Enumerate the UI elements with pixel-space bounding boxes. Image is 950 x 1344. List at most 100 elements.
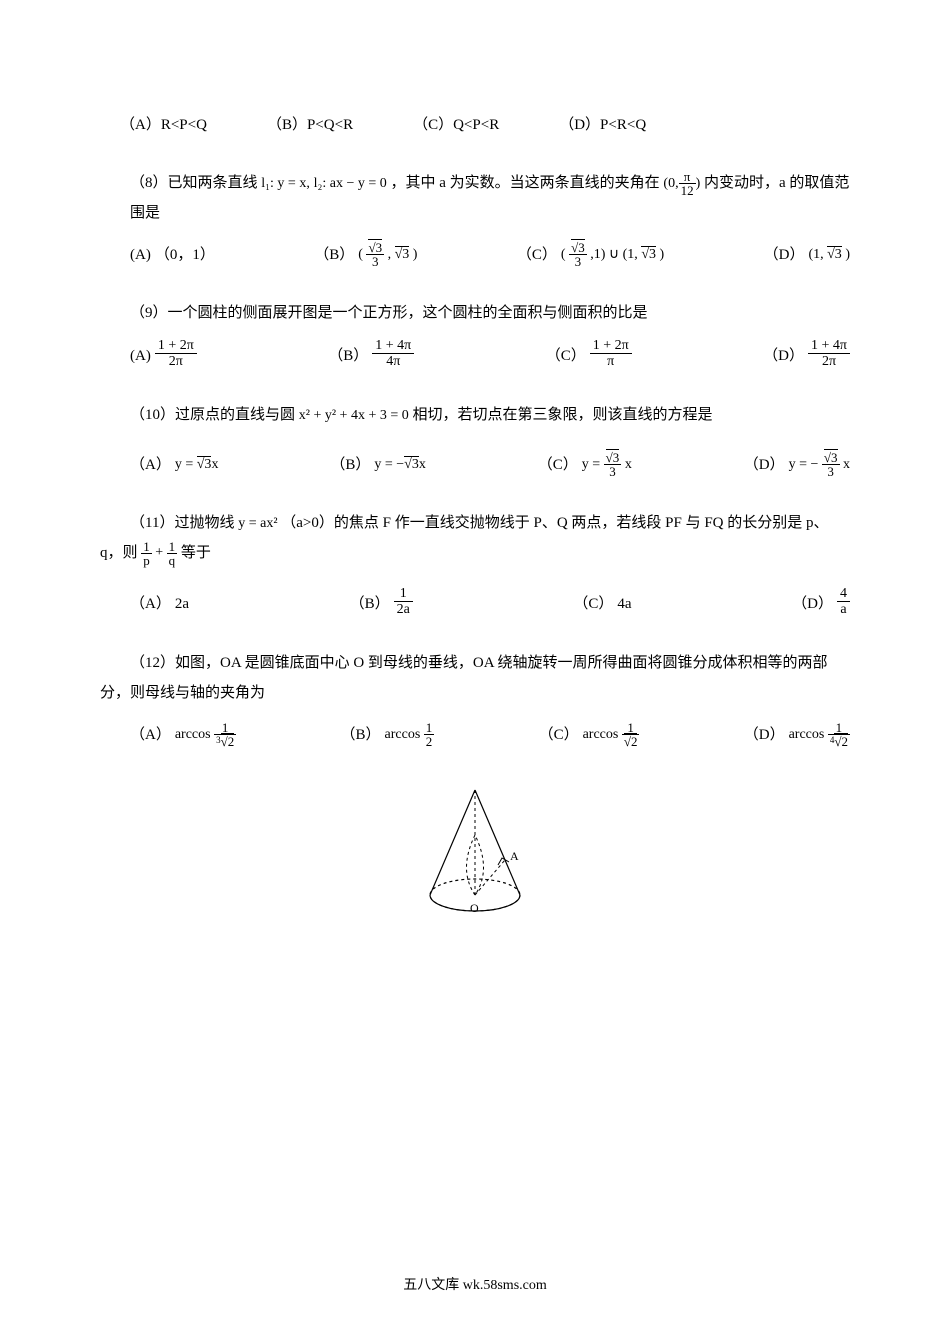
option-formula: y = √3x [175,451,219,479]
func: arccos [175,727,211,742]
option-label: (A) [130,240,151,270]
den: 12 [679,184,696,197]
option-text: 4a [617,589,631,619]
option-label: （C） [539,720,579,750]
question-text: （9）一个圆柱的侧面展开图是一个正方形，这个圆柱的全面积与侧面积的比是 [100,298,850,328]
den: 4π [372,354,414,369]
paren-open: (0, [663,176,678,191]
text-pre: （11）过抛物线 [130,515,234,531]
option-label: （B） [330,450,370,480]
plus: + [155,545,163,560]
option-text: Q<P<R [453,110,499,140]
option-d: （D） arccos 14√2 [744,720,850,750]
question-text: （8）已知两条直线 l₁: y = x, l₂: ax − y = 0 ，其中 … [130,168,850,228]
option-c: （C） 1 + 2ππ [546,340,632,372]
option-a: （A） arccos 13√2 [130,720,236,750]
fraction: 12a [394,586,413,618]
question-9: （9）一个圆柱的侧面展开图是一个正方形，这个圆柱的全面积与侧面积的比是 (A) … [100,298,850,372]
num: π [679,170,696,184]
formula-l2: l₂: ax − y = 0 [314,176,387,191]
question-8: （8）已知两条直线 l₁: y = x, l₂: ax − y = 0 ，其中 … [100,168,850,270]
option-c: （C） ( √33 ,1) ∪ (1, √3 ) [517,240,664,270]
func: arccos [385,727,421,742]
option-label: (A) [130,341,151,371]
options-row: （A） arccos 13√2 （B） arccos 12 （C） arccos… [100,720,850,750]
option-label: （C） [413,110,453,140]
den: 2a [394,602,413,617]
option-label: （D） [763,341,804,371]
option-d: （D） P<R<Q [559,110,646,140]
text-post: 等于 [181,545,211,561]
option-text: P<R<Q [600,110,646,140]
option-formula: y = − √33 x [789,451,850,479]
option-label: （C） [517,240,557,270]
num: 1 [394,586,413,602]
option-d: （D） 4a [792,588,850,620]
option-label: （B） [341,720,381,750]
func: arccos [583,727,619,742]
option-label: （B） [328,341,368,371]
options-row: （A） 2a （B） 12a （C） 4a （D） 4a [100,588,850,620]
option-label: （A） [130,720,171,750]
den: π [590,354,632,369]
option-d: （D） y = − √33 x [744,450,850,480]
den: q [167,554,178,567]
option-formula: arccos 12 [385,721,435,749]
den: p [141,554,152,567]
option-formula: arccos 13√2 [175,721,236,749]
fraction: 1 + 2π2π [155,338,197,370]
fraction: 4a [837,586,850,618]
option-label: （C） [546,341,586,371]
option-label: （D） [744,450,785,480]
num: 1 [167,540,178,554]
question-text: （12）如图，OA 是圆锥底面中心 O 到母线的垂线，OA 绕轴旋转一周所得曲面… [100,648,850,708]
footer-text: 五八文库 wk.58sms.com [403,1278,547,1293]
option-formula: arccos 14√2 [789,721,850,749]
option-text: 2a [175,589,189,619]
pi-over-12: π12 [679,170,696,197]
option-b: （B） arccos 12 [341,720,435,750]
den: 2π [155,354,197,369]
option-d: （D） (1, √3 ) [764,240,850,270]
option-b: （B） 1 + 4π4π [328,340,414,372]
question-11: （11）过抛物线 y = ax² （a>0）的焦点 F 作一直线交抛物线于 P、… [100,508,850,620]
option-label: （D） [559,110,600,140]
option-label: （D） [764,240,805,270]
option-label: （B） [314,240,354,270]
option-label: （B） [350,589,390,619]
func: arccos [789,727,825,742]
fraction: 1 + 4π4π [372,338,414,370]
fraction: 1 + 2ππ [590,338,632,370]
text-mid: ，其中 a 为实数。当这两条直线的夹角在 [391,175,660,191]
option-formula: ( √33 ,1) ∪ (1, √3 ) [561,241,664,269]
num: 4 [837,586,850,602]
option-formula: arccos 1√2 [583,721,640,749]
text-pre: （8）已知两条直线 [130,175,258,191]
option-text: P<Q<R [307,110,353,140]
cone-svg: A O [410,780,540,920]
sum-fractions: 1p + 1q [141,539,177,567]
num: 1 + 2π [155,338,197,354]
label-o: O [470,901,479,915]
option-d: （D） 1 + 4π2π [763,340,850,372]
option-c: （C） y = √33 x [538,450,632,480]
option-label: （A） [130,450,171,480]
option-label: （D） [744,720,785,750]
option-formula: (1, √3 ) [808,241,850,269]
option-b: （B） P<Q<R [267,110,353,140]
option-a: （A） y = √3x [130,450,218,480]
num: 1 [141,540,152,554]
option-a: （A） R<P<Q [120,110,207,140]
option-label: （D） [792,589,833,619]
question-7-options: （A） R<P<Q （B） P<Q<R （C） Q<P<R （D） P<R<Q [100,110,850,140]
option-a: （A） 2a [130,589,189,619]
option-b: （B） ( √33 , √3 ) [314,240,417,270]
num: 1 + 4π [808,338,850,354]
option-text: R<P<Q [161,110,207,140]
option-b: （B） y = −√3x [330,450,426,480]
option-label: （C） [573,589,613,619]
option-c: （C） Q<P<R [413,110,499,140]
option-c: （C） 4a [573,589,631,619]
option-formula: y = √33 x [582,451,632,479]
label-a: A [510,849,519,863]
